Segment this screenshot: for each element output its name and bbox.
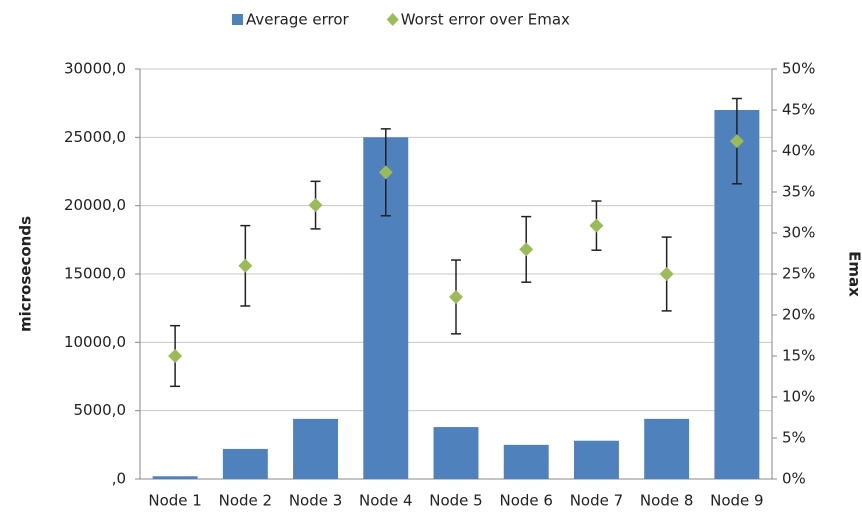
y2-tick-label: 30% — [782, 224, 815, 242]
x-tick-label: Node 5 — [429, 492, 482, 510]
y2-tick-label: 0% — [782, 470, 806, 488]
diamond-marker — [378, 165, 393, 180]
legend-swatch — [386, 13, 399, 26]
legend-swatch — [232, 14, 243, 25]
y2-tick-label: 45% — [782, 101, 815, 119]
legend-label: Average error — [246, 11, 350, 29]
y-tick-label: 20000,0 — [64, 196, 126, 214]
y-tick-label: 25000,0 — [64, 128, 126, 146]
x-tick-label: Node 2 — [219, 492, 272, 510]
y2-tick-label: 5% — [782, 429, 806, 447]
diamond-marker — [729, 134, 744, 149]
y-tick-label: 30000,0 — [64, 60, 126, 78]
x-tick-label: Node 3 — [289, 492, 342, 510]
diamond-marker — [168, 349, 183, 363]
y-tick-label: ,0 — [112, 470, 126, 488]
y2-tick-label: 35% — [782, 183, 815, 201]
x-tick-label: Node 1 — [148, 492, 201, 510]
y2-tick-label: 25% — [782, 265, 815, 283]
bar — [644, 418, 690, 479]
bar — [503, 444, 549, 479]
x-tick-label: Node 4 — [359, 492, 412, 510]
diamond-marker — [449, 289, 463, 304]
diamond-marker — [519, 242, 534, 257]
diamond-marker — [238, 258, 253, 273]
bar — [293, 418, 339, 479]
bar — [222, 448, 268, 479]
x-tick-label: Node 8 — [640, 492, 693, 510]
y2-tick-label: 40% — [782, 142, 815, 160]
x-tick-label: Node 9 — [710, 492, 763, 510]
diamond-marker — [308, 198, 323, 213]
y-axis-title: microseconds — [17, 216, 35, 332]
y2-axis-title: Emax — [846, 251, 862, 297]
bar — [152, 476, 198, 479]
bar — [573, 440, 619, 479]
x-tick-label: Node 6 — [499, 492, 552, 510]
y-tick-label: 5000,0 — [74, 401, 127, 419]
x-tick-label: Node 7 — [570, 492, 623, 510]
y2-tick-label: 15% — [782, 347, 815, 365]
y-tick-label: 15000,0 — [64, 265, 126, 283]
legend-label: Worst error over Emax — [401, 11, 570, 29]
y2-tick-label: 20% — [782, 306, 815, 324]
diamond-marker — [659, 267, 674, 281]
y2-tick-label: 50% — [782, 60, 815, 78]
y-tick-label: 10000,0 — [64, 333, 126, 351]
diamond-marker — [589, 218, 604, 233]
bar — [433, 427, 479, 479]
y2-tick-label: 10% — [782, 388, 815, 406]
